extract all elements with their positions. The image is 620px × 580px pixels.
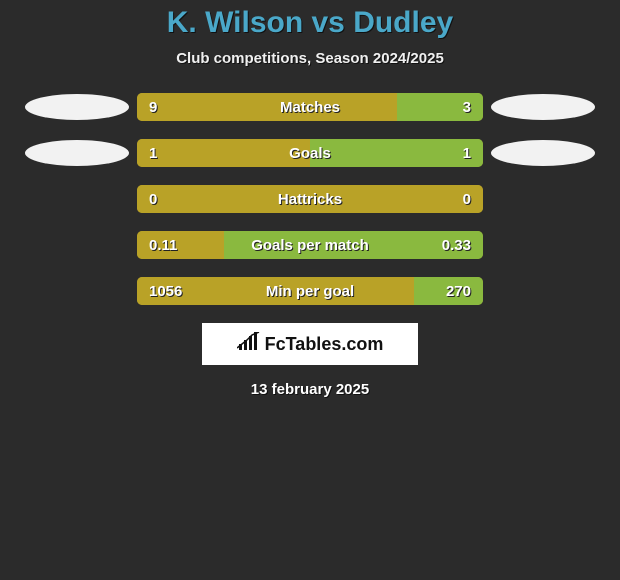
right-value: 0.33	[430, 231, 483, 259]
right-badge-slot	[483, 140, 603, 166]
left-team-oval	[25, 94, 129, 120]
page-title: K. Wilson vs Dudley	[0, 6, 620, 40]
date-label: 13 february 2025	[0, 381, 620, 398]
stat-bar: 1056270Min per goal	[137, 277, 483, 305]
right-badge-slot	[483, 94, 603, 120]
page-subtitle: Club competitions, Season 2024/2025	[0, 50, 620, 67]
right-value: 1	[451, 139, 483, 167]
left-value: 0	[137, 185, 169, 213]
left-value: 1056	[137, 277, 194, 305]
stats-rows: 93Matches11Goals00Hattricks0.110.33Goals…	[0, 93, 620, 305]
right-team-oval	[491, 94, 595, 120]
bar-left-seg	[137, 185, 483, 213]
chart-icon	[237, 332, 261, 357]
right-value: 0	[451, 185, 483, 213]
left-value: 9	[137, 93, 169, 121]
brand-badge: FcTables.com	[202, 323, 418, 365]
left-badge-slot	[17, 140, 137, 166]
left-badge-slot	[17, 94, 137, 120]
stat-row: 1056270Min per goal	[0, 277, 620, 305]
right-value: 270	[434, 277, 483, 305]
stat-row: 0.110.33Goals per match	[0, 231, 620, 259]
left-value: 1	[137, 139, 169, 167]
right-value: 3	[451, 93, 483, 121]
left-team-oval	[25, 140, 129, 166]
stat-row: 93Matches	[0, 93, 620, 121]
bar-left-seg	[137, 93, 397, 121]
comparison-infographic: K. Wilson vs Dudley Club competitions, S…	[0, 0, 620, 398]
stat-bar: 11Goals	[137, 139, 483, 167]
right-team-oval	[491, 140, 595, 166]
left-value: 0.11	[137, 231, 189, 259]
stat-bar: 0.110.33Goals per match	[137, 231, 483, 259]
stat-bar: 00Hattricks	[137, 185, 483, 213]
stat-bar: 93Matches	[137, 93, 483, 121]
stat-row: 00Hattricks	[0, 185, 620, 213]
stat-row: 11Goals	[0, 139, 620, 167]
brand-text: FcTables.com	[265, 334, 384, 355]
